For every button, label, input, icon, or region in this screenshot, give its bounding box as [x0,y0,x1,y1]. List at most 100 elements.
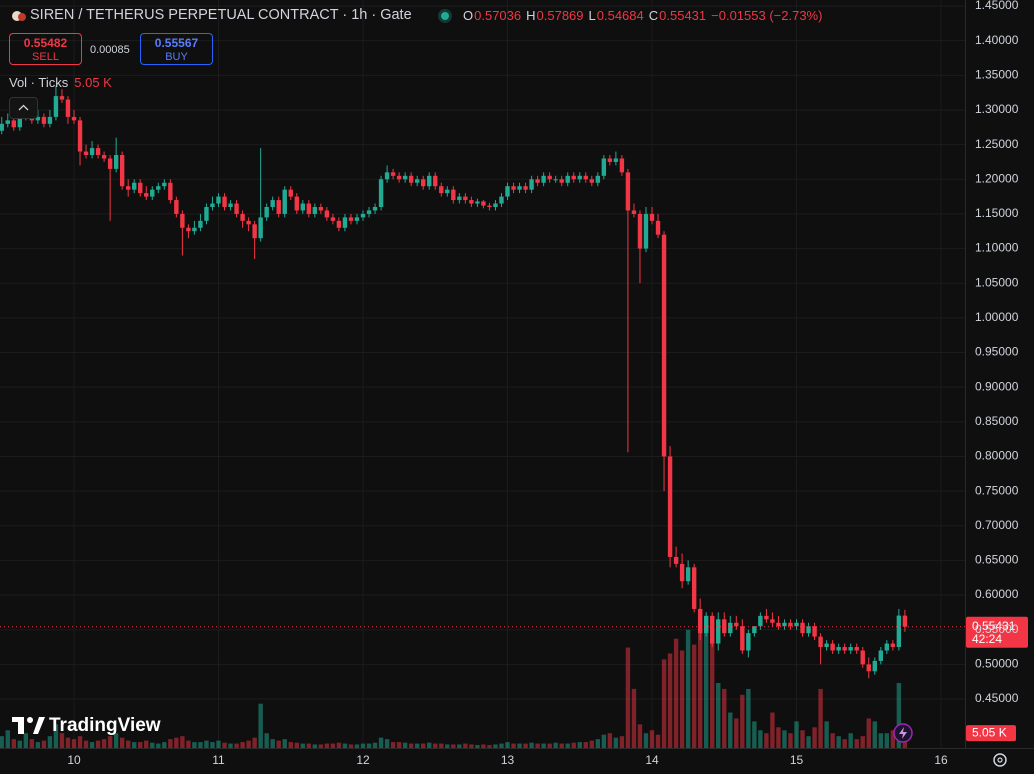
candle-body [860,650,865,665]
candle-body [601,158,607,176]
volume-bar [366,743,372,748]
volume-bar [288,742,293,748]
y-tick-label: 1.25000 [975,137,1019,151]
candle-body [481,201,486,206]
y-tick-label: 0.90000 [975,379,1019,393]
volume-bar [878,733,883,748]
candle-body [631,210,637,214]
volume-bar [595,739,601,748]
volume-bar [571,742,576,748]
candle-body [565,175,570,183]
y-tick-label: 1.20000 [975,171,1019,185]
buy-button[interactable]: 0.55567 BUY [140,33,213,65]
volume-bar [41,740,47,748]
volume-bar [697,618,703,748]
countdown: 42:24 [972,632,1002,646]
y-tick-label: 0.80000 [975,449,1019,463]
candle-body [324,210,330,218]
volume-bar [378,737,384,748]
volume-bar [860,736,865,748]
volume-bar [132,742,137,748]
volume-bar [577,742,582,748]
volume-bar [782,730,787,748]
volume-bar [144,740,149,748]
settings-icon[interactable] [993,753,1007,767]
volume-bar [384,739,390,748]
volume-bar [758,730,763,748]
candle-body [77,120,83,152]
candle-body [746,633,751,651]
y-tick-label: 0.55000 [975,622,1019,636]
candle-body [697,608,703,634]
volume-bar [354,744,360,748]
volume-bar [276,740,281,748]
volume-bar [740,694,745,748]
candle-body [764,615,769,620]
candle-body [330,217,336,221]
volume-bar [812,727,817,748]
volume-bar [655,734,661,748]
candle-body [872,660,877,672]
candle-body [186,227,191,232]
candle-body [842,647,847,651]
price-badge [966,616,1028,648]
volume-bar [150,742,155,748]
volume-bar [890,730,896,748]
volume-bar [770,712,775,748]
candle-body [655,220,661,235]
candle-body [396,175,402,180]
candle-body [47,116,53,124]
candle-body [384,172,390,180]
candle-body [493,203,498,207]
y-tick-label: 0.50000 [975,657,1019,671]
y-tick-label: 0.70000 [975,518,1019,532]
volume-bar [216,740,221,748]
candle-body [878,650,883,661]
volume-bar [607,733,613,748]
volume-bar [186,740,191,748]
volume-bar [125,740,131,748]
logo-shape [33,717,45,734]
volume-bar [583,742,588,748]
volume-bar [168,739,173,748]
sell-button[interactable]: 0.55482 SELL [9,33,82,65]
volume-bar [523,743,528,748]
y-tick-label: 1.15000 [975,206,1019,220]
volume-bar [29,739,35,748]
candle-body [107,158,113,169]
x-tick-label: 12 [356,753,370,767]
collapse-button[interactable] [9,97,38,119]
candle-body [547,175,552,180]
y-tick-label: 1.45000 [975,0,1019,12]
volume-bar [330,743,336,748]
collapse-icon [18,104,29,111]
volume-bar [234,743,239,748]
candle-body [408,175,414,183]
sell-price: 0.55482 [23,36,68,50]
candle-body [71,116,77,121]
volume-bar [192,742,197,748]
alert-icon-bolt [899,727,907,739]
candle-body [83,151,89,156]
volume-bar [348,744,354,748]
candle-body [252,224,257,239]
candle-body [667,456,673,557]
candle-body [318,206,324,211]
candle-body [535,179,540,183]
candle-body [354,217,360,221]
volume-bar [469,744,474,748]
candle-body [649,213,655,221]
volume-bar [360,743,366,748]
candle-body [679,563,685,582]
volume-bar [625,647,631,748]
ohlc-key: H [526,8,536,23]
volume-bar [95,740,101,748]
volume-bar [451,744,456,748]
volume-bar [402,742,408,748]
candle-body [336,220,342,228]
candle-body [95,148,101,156]
volume-bar [493,744,498,748]
candle-body [794,622,799,627]
candle-body [89,148,95,156]
